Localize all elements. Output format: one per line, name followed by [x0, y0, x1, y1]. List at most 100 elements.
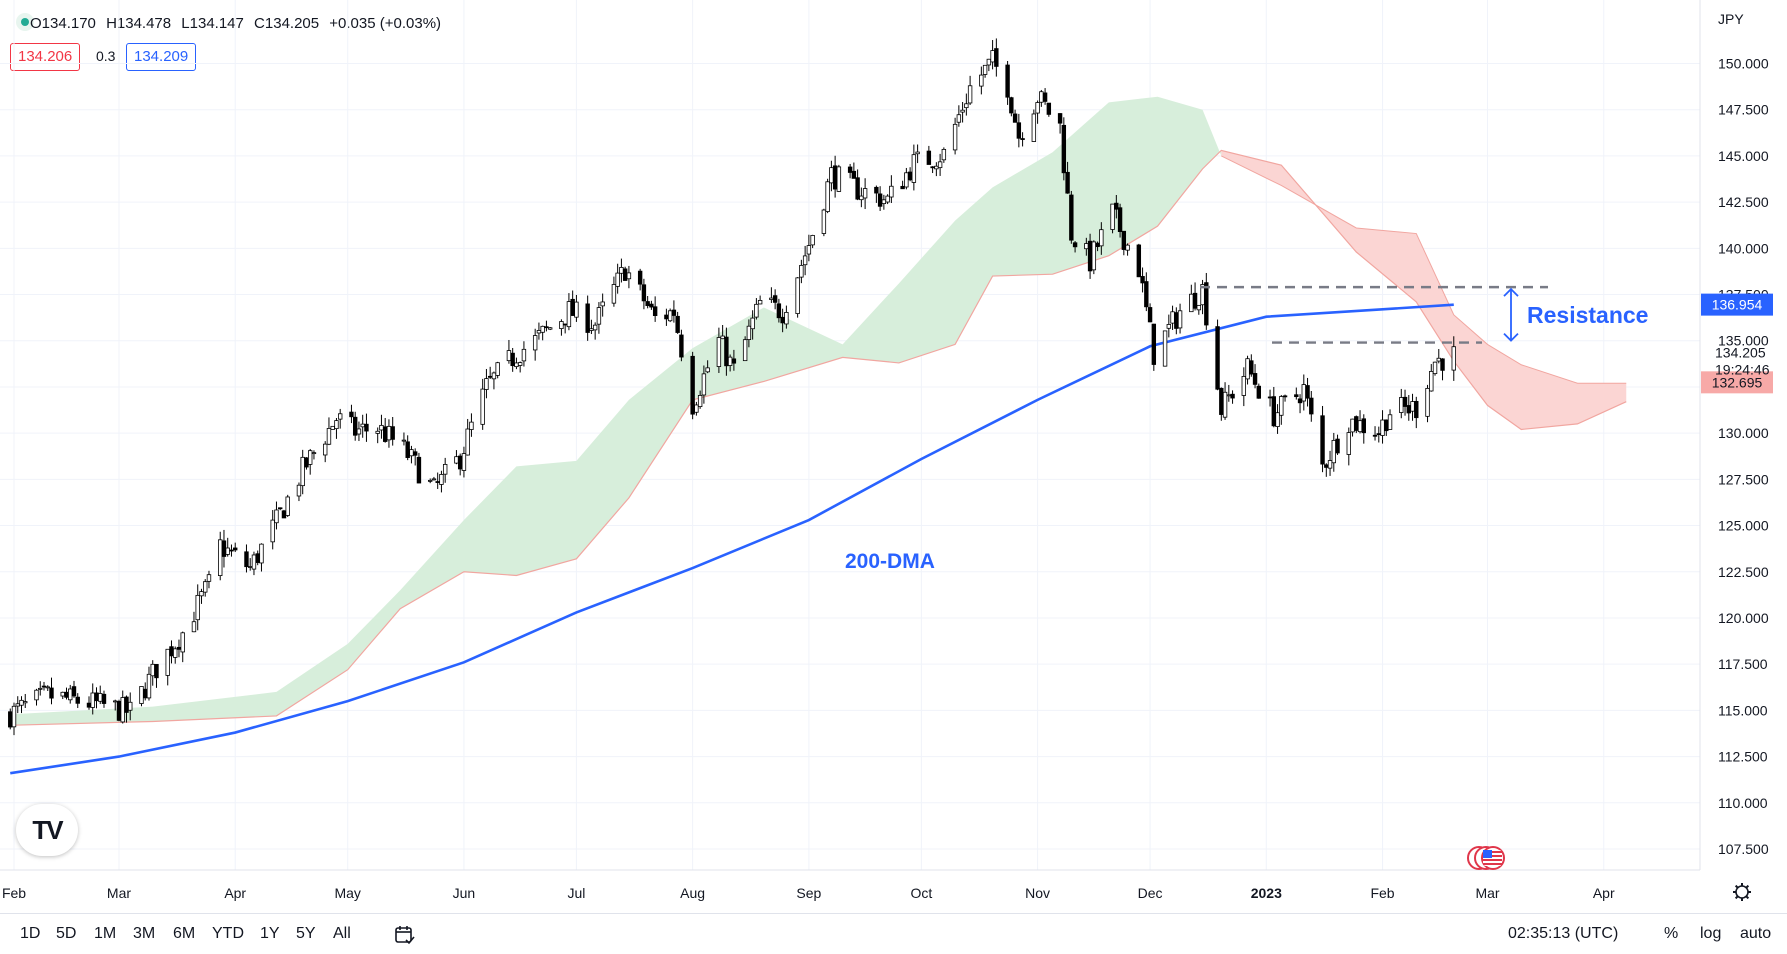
- candle: [1166, 314, 1172, 338]
- candle-body: [173, 648, 178, 658]
- candle: [1136, 243, 1142, 278]
- candle-body: [390, 426, 395, 440]
- candle: [1020, 132, 1025, 147]
- candle-body: [1140, 276, 1145, 284]
- candle: [255, 550, 260, 566]
- candle-body: [8, 711, 13, 728]
- candle-body: [574, 301, 579, 318]
- candle: [1350, 418, 1355, 437]
- candle: [360, 414, 365, 438]
- range-button-ytd[interactable]: YTD: [212, 925, 244, 942]
- candle-body: [615, 272, 620, 287]
- candle: [769, 287, 774, 303]
- range-button-1m[interactable]: 1M: [94, 925, 117, 942]
- candle-body: [1376, 433, 1381, 436]
- ma-200-layer: [10, 303, 1454, 775]
- candle: [964, 93, 969, 116]
- candle: [23, 693, 28, 709]
- grid-lines: [0, 0, 1700, 870]
- gear-tooth: [1734, 895, 1739, 900]
- candle: [667, 308, 673, 323]
- candle-body: [1177, 310, 1183, 329]
- candle-body: [671, 309, 677, 316]
- candle: [1215, 319, 1220, 391]
- candle: [889, 175, 894, 204]
- candle-body: [1057, 113, 1063, 124]
- candle-body: [934, 165, 939, 170]
- x-tick-label: 2023: [1251, 885, 1282, 901]
- resistance-arrow-head-down: [1503, 332, 1519, 342]
- candle: [349, 404, 354, 424]
- y-tick-label: 107.500: [1718, 841, 1769, 857]
- range-button-3m[interactable]: 3M: [133, 925, 156, 942]
- candle: [401, 432, 407, 446]
- range-button-1d[interactable]: 1D: [20, 925, 41, 942]
- candle-body: [544, 326, 549, 329]
- candle: [810, 234, 815, 249]
- candle-body: [1410, 401, 1415, 412]
- log-scale-button[interactable]: log: [1700, 925, 1722, 942]
- candle-body: [1361, 418, 1366, 434]
- candle: [390, 417, 395, 446]
- candle: [1387, 409, 1393, 430]
- tradingview-logo[interactable]: TV: [16, 804, 78, 856]
- candle: [855, 169, 860, 201]
- calendar-range-icon[interactable]: [394, 924, 416, 946]
- candle-body: [679, 334, 684, 358]
- candle: [836, 164, 842, 192]
- candle-body: [1241, 376, 1247, 396]
- candle: [435, 472, 440, 489]
- candle: [847, 163, 853, 179]
- candle: [427, 478, 433, 484]
- range-button-6m[interactable]: 6M: [173, 925, 196, 942]
- candle: [877, 186, 883, 211]
- candle: [457, 453, 463, 476]
- candle-body: [45, 686, 50, 689]
- candle: [746, 319, 752, 348]
- candle: [1065, 161, 1070, 194]
- candle: [326, 417, 332, 446]
- candle-body: [1204, 282, 1209, 326]
- candle: [1035, 100, 1040, 124]
- candle: [1297, 394, 1303, 414]
- candle: [544, 320, 549, 332]
- candle: [225, 537, 230, 557]
- candle: [881, 194, 887, 210]
- candle-body: [1402, 396, 1408, 407]
- candle-body: [1121, 230, 1127, 250]
- candle-body: [784, 311, 789, 325]
- utc-clock[interactable]: 02:35:13 (UTC): [1508, 925, 1619, 942]
- range-button-1y[interactable]: 1Y: [260, 925, 280, 942]
- candle-body: [746, 325, 752, 340]
- candle-body: [1117, 207, 1123, 233]
- sell-button[interactable]: 134.206: [10, 43, 81, 71]
- candle: [1354, 415, 1359, 434]
- candle: [1204, 272, 1209, 330]
- candle-body: [585, 303, 590, 333]
- auto-scale-button[interactable]: auto: [1740, 925, 1772, 942]
- buy-button[interactable]: 134.209: [126, 43, 197, 71]
- candle-body: [1042, 92, 1048, 102]
- candle-body: [1271, 396, 1277, 427]
- x-tick-label: Feb: [1370, 885, 1394, 901]
- candle-body: [937, 161, 943, 169]
- candle-body: [1072, 242, 1078, 248]
- candle-body: [1144, 281, 1149, 308]
- candle-body: [221, 540, 227, 557]
- candle: [750, 310, 755, 340]
- candle-body: [904, 172, 909, 188]
- candle-body: [431, 478, 437, 481]
- candle-body: [1099, 229, 1104, 247]
- range-button-5y[interactable]: 5Y: [296, 925, 316, 942]
- candle-body: [1196, 304, 1202, 311]
- range-button-5d[interactable]: 5D: [56, 925, 77, 942]
- settings-gear-icon[interactable]: [1733, 883, 1751, 901]
- candle: [547, 327, 553, 331]
- percent-scale-button[interactable]: %: [1664, 925, 1679, 942]
- candle: [1294, 387, 1299, 400]
- market-open-indicator: [16, 13, 34, 31]
- candle-body: [1387, 414, 1393, 430]
- candle-body: [427, 479, 433, 482]
- range-button-all[interactable]: All: [333, 925, 351, 942]
